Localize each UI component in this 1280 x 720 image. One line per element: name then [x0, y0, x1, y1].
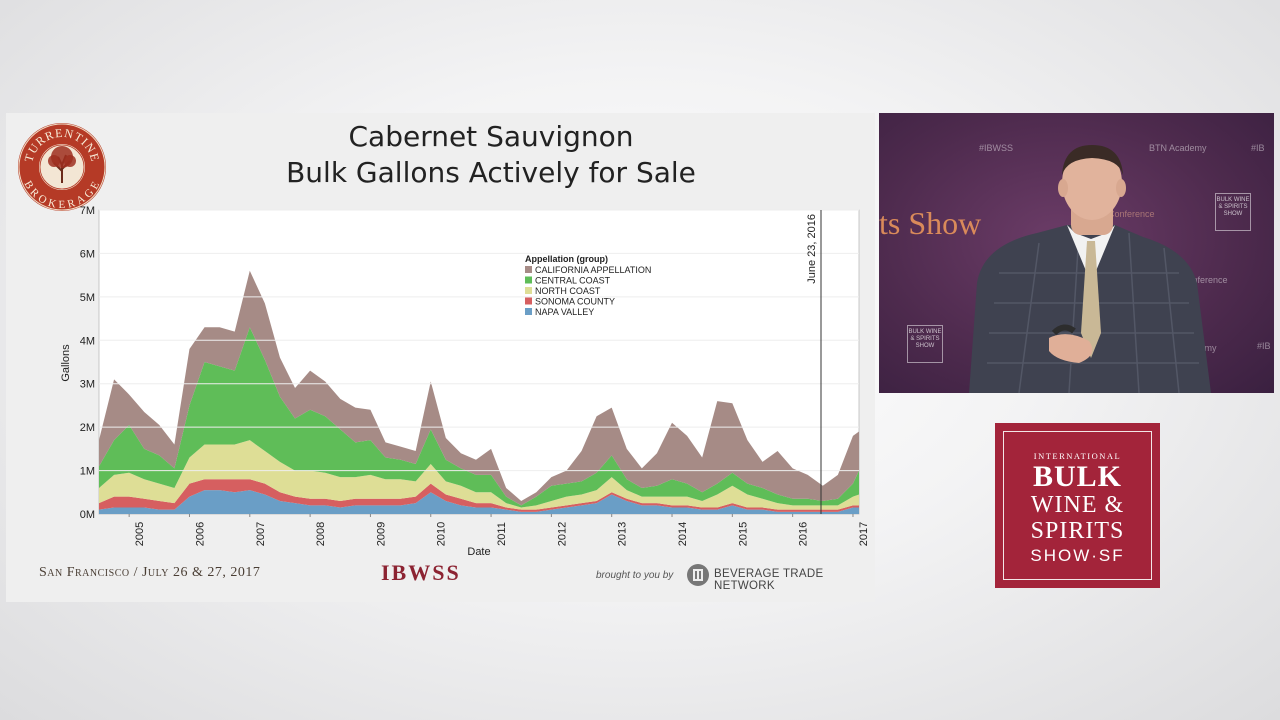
legend-entry: CALIFORNIA APPELLATION — [535, 265, 651, 275]
ticks-layer: 0M 1M 2M 3M 4M 5M 6M 7M 2005 2006 2007 2008 2009 2010… — [80, 205, 870, 546]
legend-swatch — [525, 276, 532, 284]
backdrop-tag: #IB — [1257, 341, 1271, 351]
x-tick-label: 2009 — [375, 522, 387, 546]
area-series-california-appellation — [99, 270, 859, 506]
slide-title-line-1: Cabernet Sauvignon — [348, 120, 634, 153]
footer-brought-by: brought to you by — [596, 570, 674, 581]
footer-btn-name: BEVERAGE TRADE NETWORK — [714, 568, 824, 592]
x-tick-label: 2013 — [617, 522, 629, 546]
bulk-wine-spirits-show-logo: INTERNATIONAL BULK WINE & SPIRITS SHOW·S… — [995, 423, 1160, 588]
y-tick-label: 5M — [80, 292, 95, 304]
beverage-trade-network-icon — [687, 564, 709, 586]
event-logo-line: BULK — [1032, 460, 1123, 493]
speaker-video: #IBWSS BTN Academy #IB IBWSSConference #… — [879, 113, 1274, 393]
x-tick-label: 2007 — [255, 522, 267, 546]
event-logo-line: INTERNATIONAL — [1033, 451, 1122, 461]
slide-title-line-2: Bulk Gallons Actively for Sale — [286, 156, 696, 189]
x-tick-label: 2017 — [858, 522, 870, 546]
legend-swatch — [525, 266, 532, 273]
area-series-napa-valley — [99, 490, 859, 514]
y-tick-label: 1M — [80, 466, 95, 478]
backdrop-mini-logo: BULK WINE & SPIRITS SHOW — [907, 325, 943, 363]
x-tick-label: 2010 — [436, 522, 448, 546]
legend-entry: CENTRAL COAST — [535, 276, 611, 286]
x-tick-label: 2008 — [315, 522, 327, 546]
y-tick-label: 3M — [80, 379, 95, 391]
backdrop-banner: ts Show — [879, 205, 982, 241]
x-tick-label: 2014 — [677, 522, 689, 546]
slide-title: Cabernet Sauvignon Bulk Gallons Actively… — [186, 119, 796, 191]
x-tick-label: 2005 — [134, 522, 146, 546]
area-series-north-coast — [99, 440, 859, 510]
event-logo-line: SHOW·SF — [1030, 546, 1125, 565]
area-series-sonoma-county — [99, 479, 859, 512]
x-tick-label: 2016 — [798, 522, 810, 546]
legend-entry: NAPA VALLEY — [535, 307, 594, 317]
speaker-figure — [969, 145, 1211, 393]
x-axis-label: Date — [467, 546, 490, 558]
turrentine-brokerage-seal: TURRENTINE BROKERAGE — [18, 123, 106, 211]
x-tick-label: 2011 — [496, 522, 508, 546]
x-tick-label: 2015 — [737, 522, 749, 546]
y-tick-label: 0M — [80, 509, 95, 521]
y-axis-label: Gallons — [60, 344, 72, 382]
event-logo-line: SPIRITS — [1030, 518, 1125, 544]
areas-layer — [99, 270, 859, 514]
stacked-area-chart: 0M 1M 2M 3M 4M 5M 6M 7M 2005 2006 2007 2008 2009 2010… — [60, 205, 870, 558]
legend-entry: NORTH COAST — [535, 286, 601, 296]
presentation-slide: TURRENTINE BROKERAGE Cabernet Sauvignon … — [6, 113, 875, 602]
y-tick-label: 2M — [80, 422, 95, 434]
footer-ibwss-logo: IBWSS — [381, 560, 461, 585]
y-tick-label: 4M — [80, 335, 95, 347]
backdrop-tag: #IB — [1251, 143, 1265, 153]
reference-line-label: June 23, 2016 — [806, 214, 818, 284]
legend-swatch — [525, 297, 532, 305]
legend-swatch — [525, 308, 532, 315]
backdrop-mini-logo: BULK WINE & SPIRITS SHOW — [1215, 193, 1251, 231]
backdrop-tag: IBWSSConference — [1079, 209, 1155, 219]
legend-entry: SONOMA COUNTY — [535, 297, 615, 307]
backdrop-tag: #IBWSS — [979, 143, 1014, 153]
y-tick-label: 7M — [80, 205, 95, 217]
legend: Appellation (group)CALIFORNIA APPELLATIO… — [525, 254, 651, 317]
event-logo-line: WINE & — [1030, 492, 1125, 518]
x-tick-label: 2006 — [194, 522, 206, 546]
area-series-central-coast — [99, 327, 859, 508]
backdrop-tag: BTN Academy — [1149, 143, 1207, 153]
legend-swatch — [525, 287, 532, 294]
y-tick-label: 6M — [80, 248, 95, 260]
footer-location-date: San Francisco / July 26 & 27, 2017 — [39, 565, 261, 580]
event-logo-frame: INTERNATIONAL BULK WINE & SPIRITS SHOW·S… — [1003, 431, 1152, 580]
x-tick-label: 2012 — [556, 522, 568, 546]
legend-title: Appellation (group) — [525, 254, 608, 264]
